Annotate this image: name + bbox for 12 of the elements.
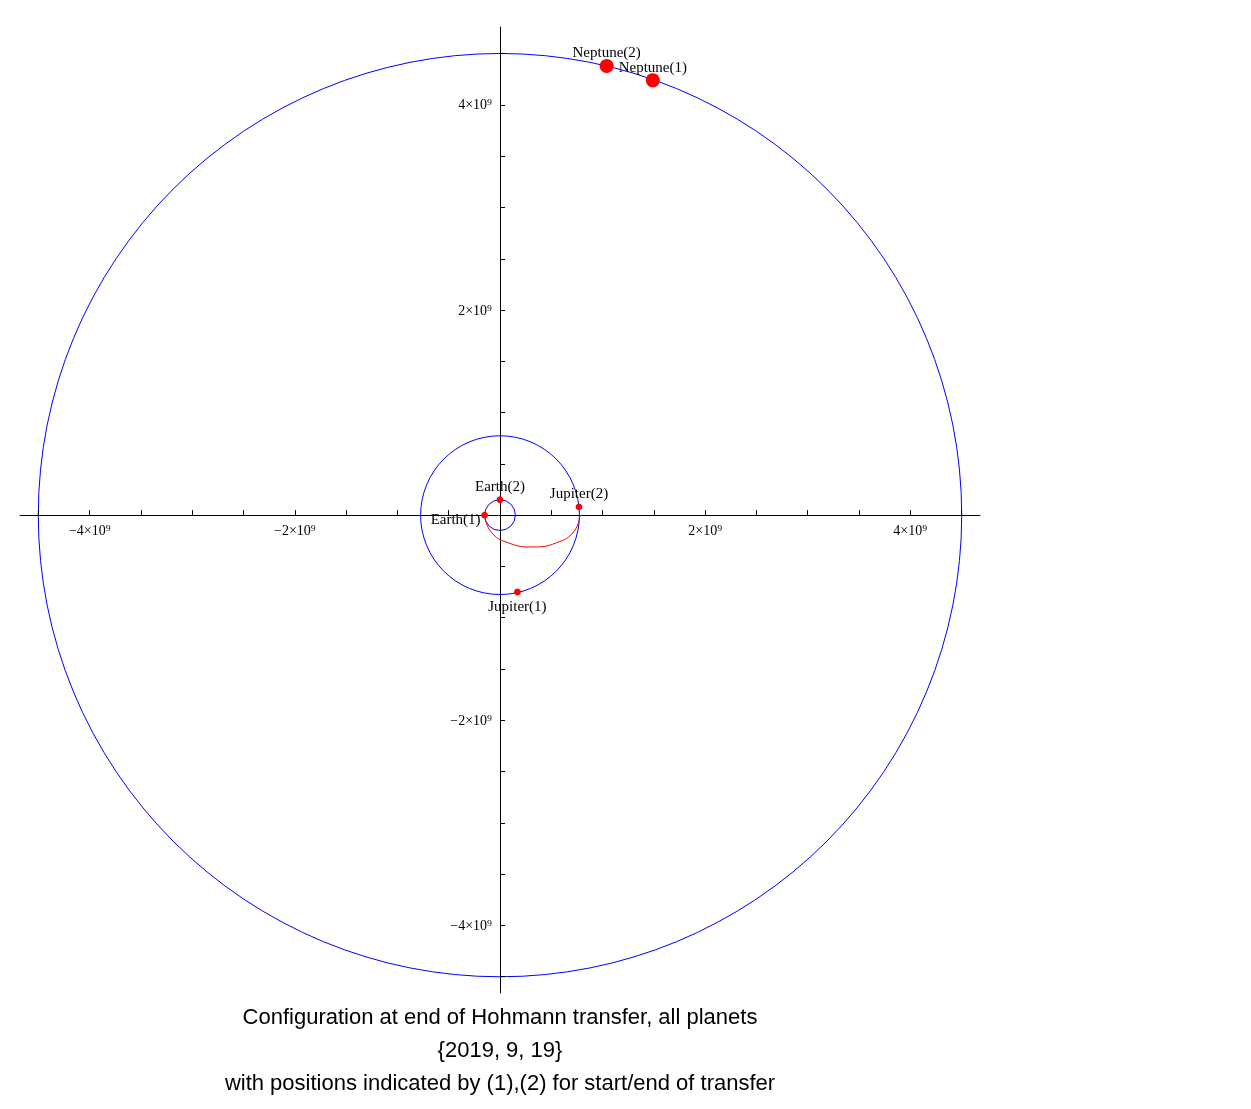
text: {2019, 9, 19} [437,1036,563,1062]
x-tick-label: −4×10⁹ [68,522,111,538]
y-tick-label: −2×10⁹ [450,712,493,728]
x-tick-label: −2×10⁹ [274,522,316,538]
text: with positions indicated by (1),(2) for start/end of transfer [223,1069,776,1095]
x-tick-label: 4×10⁹ [893,522,928,538]
y-tick-label: 4×10⁹ [458,97,493,113]
x-tick-label: 2×10⁹ [688,522,723,538]
text: Configuration at end of Hohmann transfer, all planets [242,1003,758,1029]
y-tick-label: −4×10⁹ [450,917,493,933]
annotation: Neptune(2) [572,44,641,62]
y-tick-label: 2×10⁹ [458,302,493,318]
